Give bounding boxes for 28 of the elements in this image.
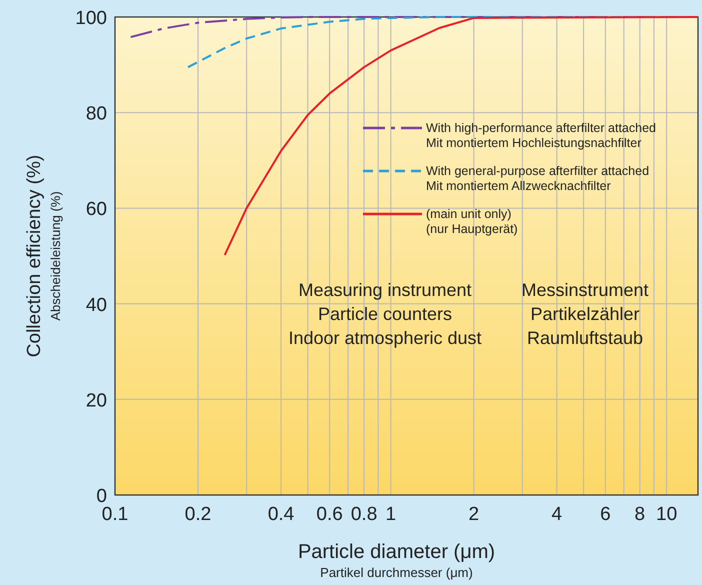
annotation: Messinstrument (521, 280, 649, 300)
annotation: Measuring instrument (298, 280, 472, 300)
x-tick-label: 4 (552, 504, 563, 525)
annotation: Partikelzähler (530, 304, 640, 324)
x-tick-label: 6 (600, 504, 611, 525)
annotation: Raumluftstaub (526, 328, 644, 348)
y-tick-label: 20 (86, 390, 107, 412)
x-tick-label: 0.2 (184, 504, 212, 525)
x-tick-label: 8 (634, 504, 646, 525)
legend-label: With general-purpose afterfilter attached Mit montiertem Allzwecknachfilter (426, 164, 650, 193)
x-tick-label: 2 (468, 504, 480, 525)
x-tick-label: 10 (656, 504, 678, 525)
y-tick-label: 40 (86, 294, 107, 316)
x-tick-label: 0.8 (350, 504, 378, 525)
y-tick-label: 0 (96, 486, 107, 507)
legend-label: With high-performance afterfilter attached Mit montiertem Hochleistungsnachfilter (426, 121, 656, 150)
x-tick-label: 1 (386, 504, 396, 525)
annotation: Indoor atmospheric dust (288, 328, 482, 348)
y-tick-label: 60 (86, 199, 107, 220)
x-axis-title: Particle diameter (μm) Partikel durchmesser (μm) (298, 541, 496, 580)
y-tick-label: 80 (86, 104, 107, 125)
y-tick-label: 100 (75, 8, 107, 29)
annotation: Particle counters (318, 304, 452, 324)
x-tick-label: 0.6 (316, 504, 343, 525)
legend-label: (main unit only) (nur Hauptgerät) (426, 207, 518, 236)
y-axis-title: Collection efficiency (%) Abscheideleistung (%) (24, 154, 63, 358)
x-tick-label: 0.1 (102, 504, 128, 525)
x-tick-label: 0.4 (268, 504, 295, 525)
